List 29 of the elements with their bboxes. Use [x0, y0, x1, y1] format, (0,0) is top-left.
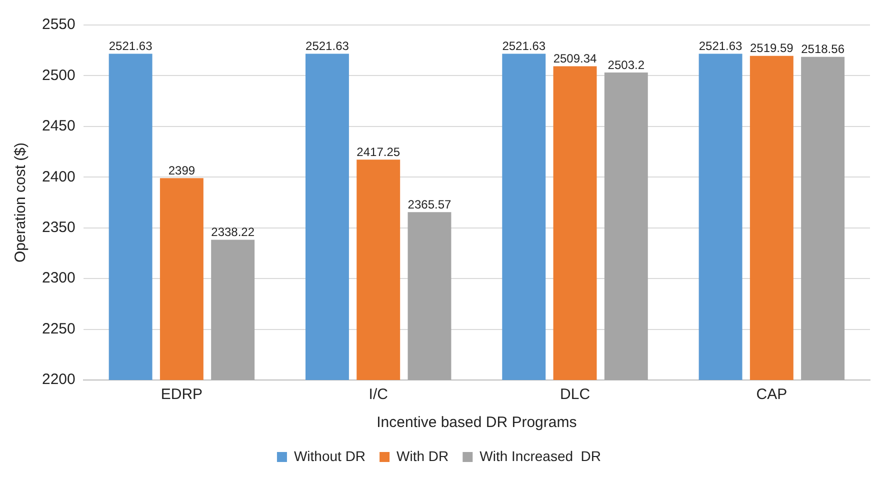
data-label: 2365.57 — [408, 197, 452, 212]
y-tick-label: 2200 — [42, 371, 76, 388]
legend-label: Without DR — [294, 448, 366, 464]
data-label: 2509.34 — [553, 52, 598, 66]
y-tick-label: 2550 — [42, 16, 76, 34]
y-tick-label: 2500 — [42, 66, 76, 84]
data-label: 2521.63 — [306, 39, 350, 54]
x-tick-label: EDRP — [160, 386, 203, 404]
y-tick-label: 2400 — [42, 168, 76, 186]
data-label: 2521.63 — [502, 39, 546, 54]
data-label: 2518.56 — [801, 42, 845, 56]
y-tick-label: 2300 — [42, 270, 76, 287]
x-tick-label: CAP — [756, 386, 788, 404]
y-tick-label: 2250 — [42, 320, 76, 338]
data-label: 2338.22 — [211, 225, 255, 240]
legend-label: With Increased DR — [480, 448, 602, 464]
data-label: 2521.63 — [698, 39, 743, 54]
x-tick-label: I/C — [368, 386, 388, 404]
data-label: 2519.59 — [750, 41, 794, 56]
data-label: 2503.2 — [608, 58, 645, 72]
data-label: 2417.25 — [356, 144, 400, 159]
x-tick-label: DLC — [560, 386, 590, 404]
data-label: 2521.63 — [108, 39, 153, 54]
y-axis-title: Operation cost ($) — [12, 142, 30, 263]
y-tick-label: 2350 — [42, 219, 76, 236]
x-axis-title: Incentive based DR Programs — [376, 414, 577, 432]
y-tick-label: 2450 — [42, 118, 76, 135]
legend-label: With DR — [396, 448, 449, 464]
data-label: 2399 — [168, 163, 196, 178]
